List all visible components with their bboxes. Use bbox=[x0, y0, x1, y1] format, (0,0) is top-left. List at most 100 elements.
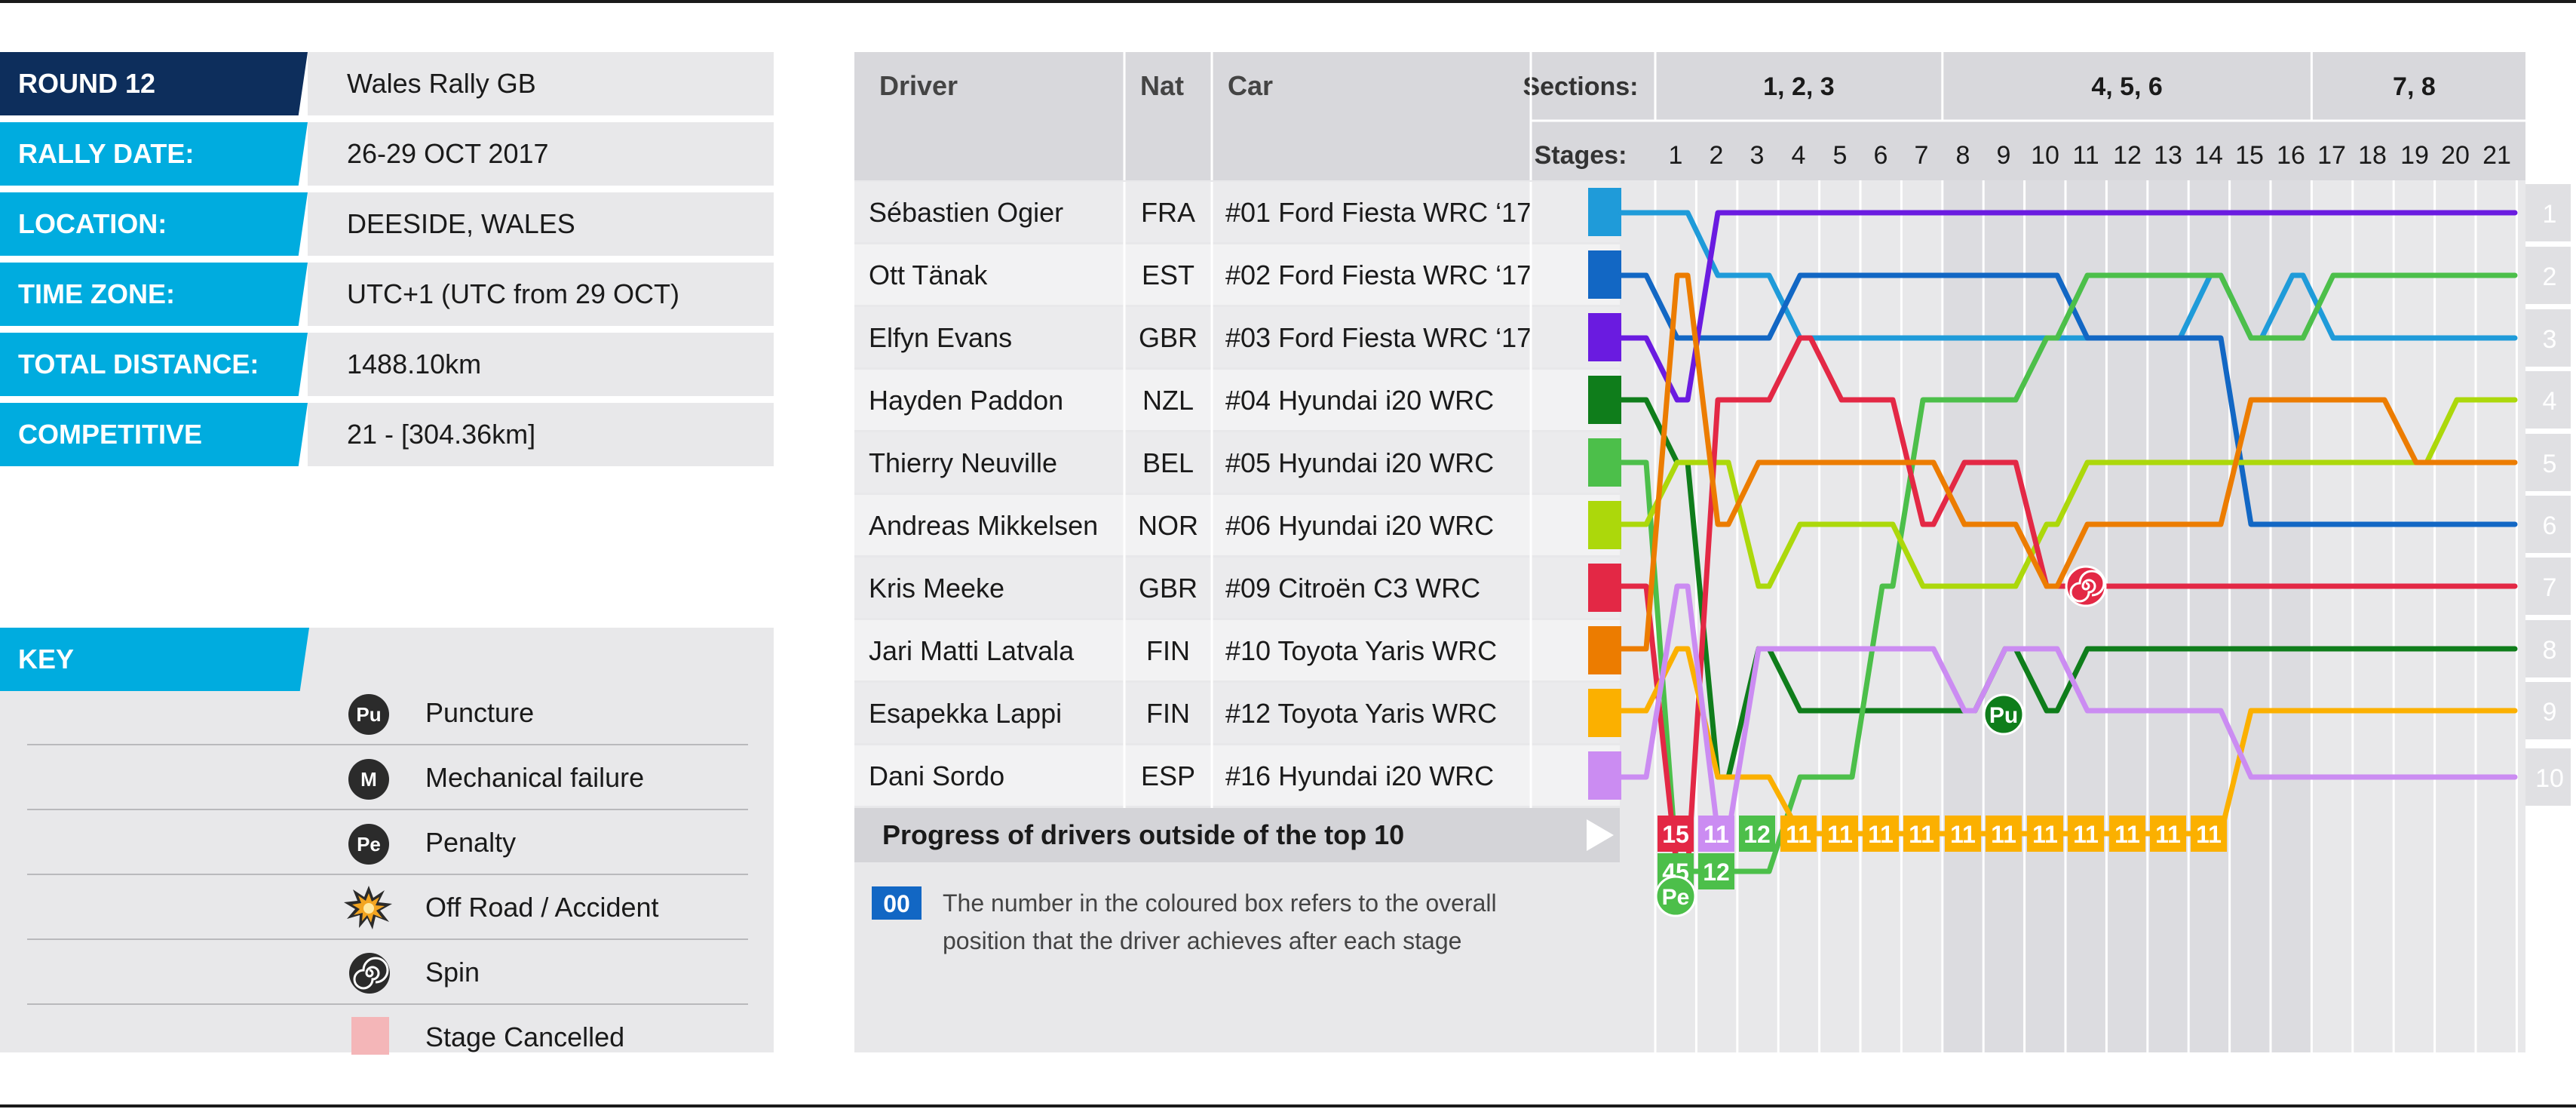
driver-position-line bbox=[1618, 272, 2518, 527]
driver-color-swatch bbox=[1588, 564, 1621, 612]
table-row bbox=[854, 745, 1620, 806]
info-row-total-distance: TOTAL DISTANCE: 1488.10km bbox=[0, 333, 774, 396]
driver-color-swatch bbox=[1588, 250, 1621, 299]
stage-number: 10 bbox=[2031, 141, 2059, 170]
table-row bbox=[854, 495, 1620, 555]
key-label-mechanical-failure: Mechanical failure bbox=[425, 762, 645, 793]
spin-icon bbox=[349, 953, 390, 994]
key-label-off-road: Off Road / Accident bbox=[425, 892, 659, 923]
final-position-badge bbox=[2525, 558, 2571, 615]
info-value-location: DEESIDE, WALES bbox=[308, 192, 774, 256]
out-of-top-ten-marker bbox=[1658, 816, 1694, 852]
info-row-competitive-stages: COMPETITIVE STAGES: 21 - [304.36km] bbox=[0, 403, 774, 466]
key-item-puncture: Pu Puncture bbox=[27, 680, 748, 745]
key-label-penalty: Penalty bbox=[425, 827, 517, 858]
driver-nat: FRA bbox=[1141, 197, 1195, 228]
out-of-top-ten-marker bbox=[1903, 816, 1940, 852]
outside-row-label: Progress of drivers outside of the top 1… bbox=[882, 819, 1404, 850]
driver-nat: FIN bbox=[1146, 635, 1190, 666]
driver-name: Kris Meeke bbox=[869, 573, 1004, 604]
out-of-top-ten-value: 11 bbox=[2155, 821, 2181, 848]
driver-name: Thierry Neuville bbox=[869, 447, 1057, 478]
spin-swirl bbox=[2069, 570, 2105, 603]
out-of-top-ten-marker bbox=[2109, 816, 2145, 852]
final-position-label: 2 bbox=[2543, 263, 2557, 291]
driver-name: Hayden Paddon bbox=[869, 385, 1063, 416]
out-of-top-ten-value: 11 bbox=[1827, 821, 1853, 848]
key-item-off-road: Off Road / Accident bbox=[27, 875, 748, 940]
header-background bbox=[854, 52, 2525, 180]
out-of-top-ten-value: 11 bbox=[1704, 821, 1729, 848]
top-rule bbox=[0, 0, 2576, 3]
stage-number: 3 bbox=[1750, 141, 1765, 170]
info-label-competitive-stages: COMPETITIVE STAGES: bbox=[0, 403, 308, 466]
driver-name: Ott Tänak bbox=[869, 260, 988, 290]
stage-number: 18 bbox=[2358, 141, 2387, 170]
legend-text-line-1: The number in the coloured box refers to… bbox=[943, 889, 1497, 917]
bottom-rule bbox=[0, 1104, 2576, 1107]
key-title: KEY bbox=[0, 628, 309, 691]
driver-nat: NZL bbox=[1142, 385, 1194, 416]
stage-number: 17 bbox=[2317, 141, 2346, 170]
final-position-badge bbox=[2525, 682, 2571, 739]
driver-nat: ESP bbox=[1141, 760, 1195, 791]
key-item-stage-cancelled: Stage Cancelled bbox=[27, 1005, 748, 1070]
legend-text-line-2: position that the driver achieves after … bbox=[943, 927, 1462, 954]
driver-color-swatch bbox=[1588, 751, 1621, 800]
driver-nat: BEL bbox=[1142, 447, 1194, 478]
nat-column-header: Nat bbox=[1140, 70, 1184, 101]
out-of-top-ten-marker bbox=[2191, 816, 2227, 852]
stage-number: 1 bbox=[1669, 141, 1683, 170]
info-label-round: ROUND 12 bbox=[0, 52, 308, 115]
out-of-top-ten-value: 11 bbox=[1786, 821, 1811, 848]
out-of-top-ten-marker bbox=[1698, 853, 1734, 889]
stage-grid bbox=[1654, 121, 2518, 1052]
driver-column-header: Driver bbox=[879, 70, 958, 101]
driver-car: #10 Toyota Yaris WRC bbox=[1225, 635, 1497, 666]
off-road-accident-icon bbox=[344, 886, 392, 929]
driver-nat: EST bbox=[1142, 260, 1194, 290]
driver-nat: GBR bbox=[1139, 322, 1198, 353]
driver-car: #16 Hyundai i20 WRC bbox=[1225, 760, 1494, 791]
table-row bbox=[854, 683, 1620, 743]
section-label: 1, 2, 3 bbox=[1763, 72, 1835, 101]
driver-car: #12 Toyota Yaris WRC bbox=[1225, 698, 1497, 729]
driver-color-swatch bbox=[1588, 188, 1621, 236]
driver-table: Sébastien Ogier FRA #01 Ford Fiesta WRC ‘1… bbox=[854, 182, 1621, 920]
stage-number: 5 bbox=[1833, 141, 1848, 170]
play-arrow-icon bbox=[1587, 819, 1614, 851]
final-position-label: 6 bbox=[2543, 511, 2557, 540]
outside-row-background bbox=[854, 808, 1620, 862]
out-of-top-ten-value: 11 bbox=[1950, 821, 1976, 848]
incident-symbol: Pe bbox=[1662, 885, 1690, 910]
driver-position-line bbox=[1618, 397, 2518, 589]
out-of-top-ten-marker bbox=[1698, 816, 1734, 852]
driver-nat: GBR bbox=[1139, 573, 1198, 604]
table-row bbox=[854, 182, 1620, 242]
driver-name: Esapekka Lappi bbox=[869, 698, 1062, 729]
out-of-top-ten-value: 11 bbox=[2073, 821, 2099, 848]
table-row bbox=[854, 432, 1620, 493]
legend-box bbox=[872, 886, 922, 920]
out-of-top-ten-marker bbox=[1986, 816, 2022, 852]
car-column-header: Car bbox=[1228, 70, 1273, 101]
driver-color-swatch bbox=[1588, 313, 1621, 361]
spin-icon bbox=[2065, 565, 2107, 607]
info-value-competitive-stages: 21 - [304.36km] bbox=[308, 403, 774, 466]
info-row-rally-date: RALLY DATE: 26-29 OCT 2017 bbox=[0, 122, 774, 186]
stage-number: 11 bbox=[2072, 141, 2099, 170]
key-item-penalty: Pe Penalty bbox=[27, 810, 748, 875]
driver-color-swatch bbox=[1588, 501, 1621, 549]
driver-nat: FIN bbox=[1146, 698, 1190, 729]
info-label-time-zone: TIME ZONE: bbox=[0, 263, 308, 326]
key-item-spin: Spin bbox=[27, 940, 748, 1005]
driver-car: #03 Ford Fiesta WRC ‘17 bbox=[1225, 322, 1532, 353]
stage-number: 20 bbox=[2441, 141, 2470, 170]
stage-number: 15 bbox=[2235, 141, 2264, 170]
driver-position-line bbox=[1618, 210, 2518, 403]
driver-name: Andreas Mikkelsen bbox=[869, 510, 1098, 541]
info-value-time-zone: UTC+1 (UTC from 29 OCT) bbox=[308, 263, 774, 326]
stage-number: 14 bbox=[2194, 141, 2223, 170]
section-label: 7, 8 bbox=[2393, 72, 2436, 101]
